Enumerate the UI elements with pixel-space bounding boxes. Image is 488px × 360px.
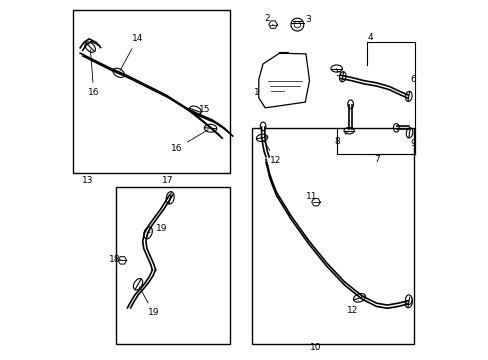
- Text: 12: 12: [263, 140, 281, 165]
- Text: 16: 16: [170, 130, 208, 153]
- Text: 15: 15: [195, 105, 210, 114]
- Text: 6: 6: [409, 75, 415, 84]
- Text: 17: 17: [162, 176, 173, 185]
- Bar: [116, 187, 230, 344]
- Text: 3: 3: [299, 15, 310, 24]
- Text: 14: 14: [120, 35, 142, 71]
- Text: 18: 18: [109, 255, 121, 264]
- Bar: [251, 128, 413, 344]
- Text: 11: 11: [305, 192, 317, 201]
- Polygon shape: [258, 53, 309, 108]
- Bar: [73, 10, 230, 173]
- Text: 4: 4: [366, 33, 372, 42]
- Text: 2: 2: [264, 14, 272, 24]
- Text: 16: 16: [88, 50, 99, 97]
- Text: 12: 12: [346, 300, 357, 315]
- Text: 8: 8: [334, 132, 346, 146]
- Text: 10: 10: [309, 343, 321, 352]
- Text: 13: 13: [81, 176, 93, 185]
- Text: 1: 1: [254, 88, 259, 97]
- Ellipse shape: [393, 123, 398, 132]
- Text: 7: 7: [373, 155, 379, 164]
- Text: 9: 9: [408, 133, 415, 148]
- Ellipse shape: [260, 122, 265, 131]
- Ellipse shape: [405, 295, 411, 305]
- Text: 5: 5: [335, 68, 340, 78]
- Text: 19: 19: [148, 224, 167, 233]
- Ellipse shape: [347, 100, 353, 109]
- Text: 19: 19: [139, 287, 159, 318]
